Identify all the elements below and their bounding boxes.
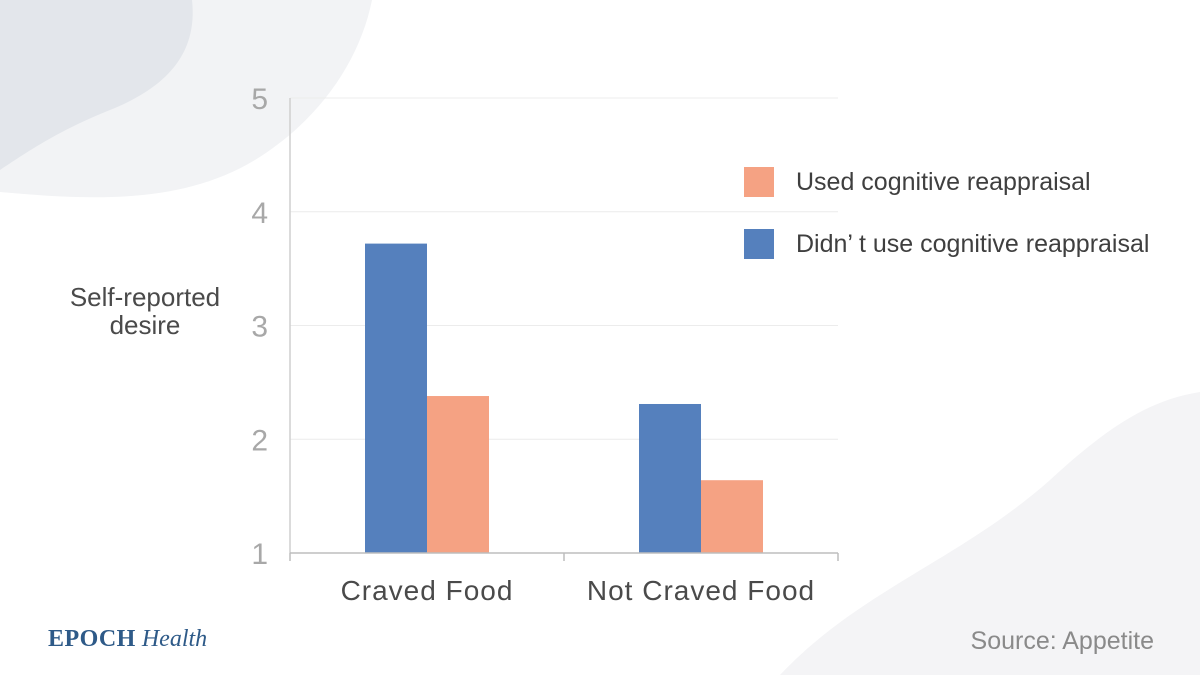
y-tick-labels: 1 2 3 4 5 <box>251 83 268 571</box>
legend-swatch-used <box>744 167 774 197</box>
x-category-labels: Craved Food Not Craved Food <box>341 575 815 606</box>
bar-not-craved-didnt-use <box>639 403 701 553</box>
top-left-wave-dark <box>0 0 193 170</box>
legend: Used cognitive reappraisal Didn’ t use c… <box>744 166 1149 290</box>
x-tick-marks <box>289 553 839 561</box>
y-axis-label: Self-reported desire <box>69 282 221 340</box>
brand-word-epoch: EPOCH <box>48 626 136 652</box>
y-tick-label-2: 2 <box>251 424 268 457</box>
legend-swatch-didnt-use <box>744 229 774 259</box>
bar-craved-used <box>427 396 489 553</box>
y-tick-label-3: 3 <box>251 311 268 344</box>
y-tick-label-1: 1 <box>251 538 268 571</box>
bottom-right-wave <box>780 392 1200 675</box>
x-label-craved-food: Craved Food <box>341 575 514 606</box>
brand-logo: EPOCH Health <box>48 626 207 653</box>
legend-label-didnt-use: Didn’ t use cognitive reappraisal <box>796 229 1150 258</box>
legend-item-didnt-use: Didn’ t use cognitive reappraisal <box>744 228 1149 260</box>
bar-not-craved-used <box>701 480 763 553</box>
bar-craved-didnt-use <box>365 243 427 553</box>
brand-word-health: Health <box>141 626 208 652</box>
legend-item-used: Used cognitive reappraisal <box>744 166 1149 198</box>
bars <box>365 243 763 553</box>
y-tick-label-4: 4 <box>251 197 268 230</box>
source-note: Source: Appetite <box>970 627 1154 655</box>
x-label-not-craved-food: Not Craved Food <box>587 575 815 606</box>
legend-label-used: Used cognitive reappraisal <box>796 167 1091 196</box>
y-tick-label-5: 5 <box>251 83 268 116</box>
